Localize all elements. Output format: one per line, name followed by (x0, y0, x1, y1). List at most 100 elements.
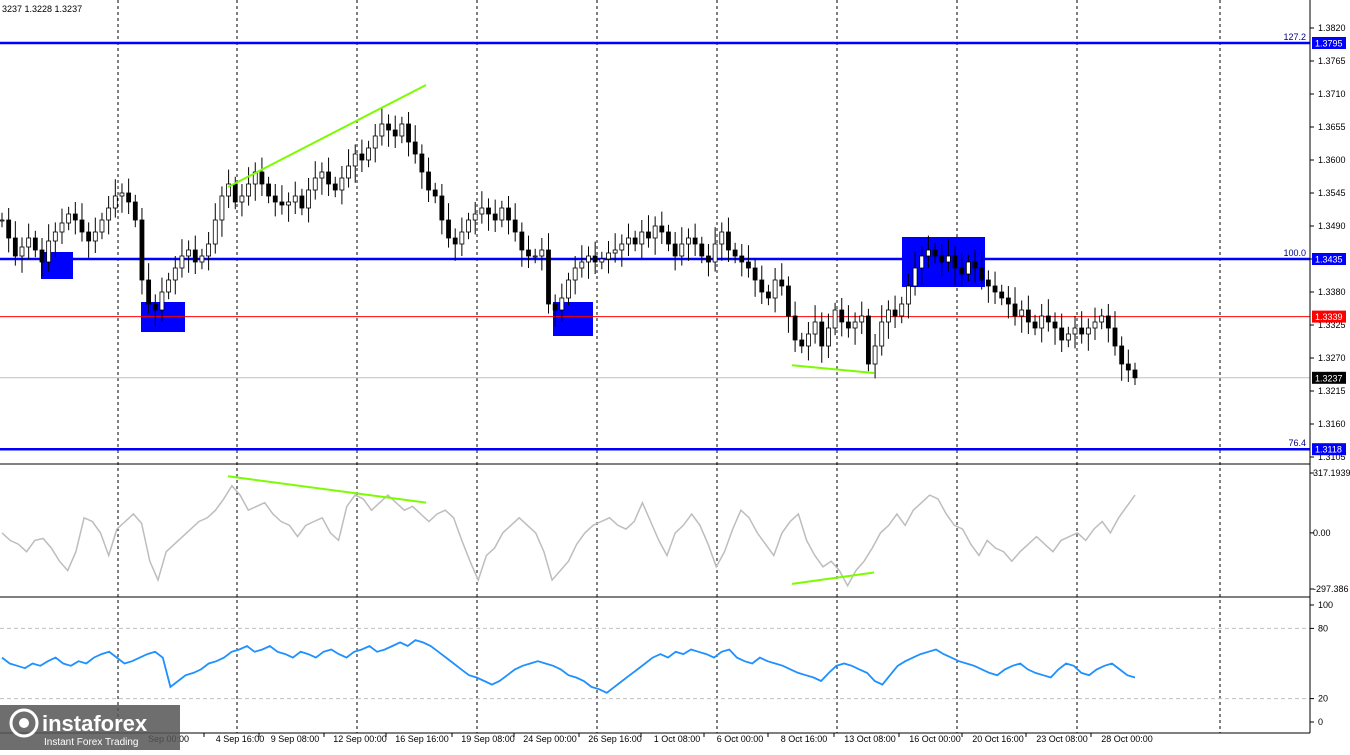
candle-body (1119, 345, 1125, 365)
candle-body (1032, 321, 1038, 329)
candle-body (92, 231, 98, 242)
candle-body (519, 231, 525, 251)
candle-body (732, 249, 738, 257)
candle-body (672, 243, 678, 257)
candle-body (612, 249, 618, 254)
candle-body (1132, 369, 1138, 379)
time-label: 16 Oct 00:00 (909, 734, 961, 744)
candle-body (286, 201, 291, 206)
price-tick-label: 1.3820 (1318, 23, 1346, 33)
candle-body (232, 183, 238, 203)
price-tick-label: 1.3380 (1318, 287, 1346, 297)
level-tag (1312, 253, 1346, 265)
candle-body (839, 309, 845, 323)
candle-body (899, 303, 905, 317)
candle-body (859, 315, 865, 323)
candle-body (819, 321, 825, 347)
fib-label: 100.0 (1283, 248, 1306, 258)
ohlc-info: 3237 1.3228 1.3237 (2, 4, 82, 14)
candle-body (512, 219, 518, 233)
price-tick-label: 1.3160 (1318, 419, 1346, 429)
price-tick-label: 1.3325 (1318, 320, 1346, 330)
candle-body (452, 237, 458, 245)
candle-body (906, 285, 911, 305)
candle-body (259, 171, 265, 185)
level-tag (1312, 37, 1346, 49)
time-label: 26 Sep 16:00 (588, 734, 642, 744)
candle-body (472, 213, 478, 221)
rsi-series-line (1, 639, 1136, 694)
rsi-panel[interactable] (0, 627, 1310, 700)
price-tick-label: 1.3655 (1318, 122, 1346, 132)
candle-body (179, 255, 185, 269)
candle-body (1079, 327, 1085, 335)
candle-body (799, 339, 805, 347)
highlight-box (553, 302, 593, 336)
price-axis: 1.3820 1.3765 1.3710 1.3655 1.3600 1.3545 1.34… (1310, 23, 1346, 462)
candle-body (945, 255, 951, 263)
candle-body (566, 279, 571, 299)
candle-body (686, 237, 691, 245)
candle-body (832, 309, 838, 329)
rsi-axis: 100 80 20 0 (1310, 600, 1333, 727)
logo-gear-icon (9, 708, 39, 738)
candle-body (479, 207, 485, 215)
candle-body (26, 237, 32, 248)
candle-body (226, 183, 232, 197)
candle-body (139, 219, 145, 281)
candle-body (879, 321, 885, 347)
candle-body (432, 189, 438, 197)
vertical-grid (117, 0, 1221, 733)
candle-body (972, 261, 978, 269)
time-label: 12 Sep 00:00 (333, 734, 387, 744)
candle-body (1005, 297, 1011, 305)
candle-body (952, 255, 958, 269)
candle-body (459, 231, 465, 245)
candle-body (979, 267, 985, 281)
candle-body (1085, 327, 1091, 335)
candle-body (152, 303, 158, 311)
candle-body (266, 183, 271, 197)
time-label: 20 Oct 16:00 (972, 734, 1024, 744)
candle-body (586, 255, 591, 263)
candle-body (599, 258, 605, 263)
candle-body (66, 213, 72, 224)
rsi-tick-label: 80 (1318, 623, 1328, 633)
candle-body (499, 207, 505, 221)
rsi-guide-levels (0, 627, 1310, 700)
candle-body (639, 231, 645, 245)
price-tick-label: 1.3545 (1318, 188, 1346, 198)
candle-body (606, 252, 611, 260)
candle-body (939, 255, 945, 263)
candle-body (632, 237, 638, 245)
candle-body (925, 249, 931, 257)
panel-separators (0, 0, 1311, 734)
candle-body (172, 267, 178, 281)
candle-body (792, 315, 798, 341)
level-tag (1312, 310, 1346, 323)
candle-body (386, 123, 391, 131)
cci-panel[interactable] (1, 475, 1136, 588)
level-tag (1312, 443, 1346, 456)
time-label: 19 Sep 08:00 (461, 734, 515, 744)
candle-body (706, 255, 711, 263)
candle-body (466, 219, 471, 233)
candle-body (646, 231, 651, 239)
candle-body (46, 240, 52, 263)
candle-body (239, 195, 245, 203)
price-panel[interactable]: 127.2 100.0 76.4 (0, 32, 1310, 451)
candle-body (146, 279, 152, 305)
level-tags: 1.3795 1.3435 1.3339 1.3118 1.3237 (1312, 37, 1346, 456)
candle-body (666, 231, 671, 245)
candle-body (886, 309, 891, 323)
candle-body (206, 243, 212, 257)
cci-divergence-line (227, 475, 427, 504)
candle-body (346, 165, 351, 179)
cci-divergence-lines (227, 475, 875, 585)
candle-body (552, 303, 558, 311)
current-price-tag (1312, 371, 1346, 384)
price-tick-label: 1.3270 (1318, 353, 1346, 363)
candle-body (379, 123, 385, 137)
